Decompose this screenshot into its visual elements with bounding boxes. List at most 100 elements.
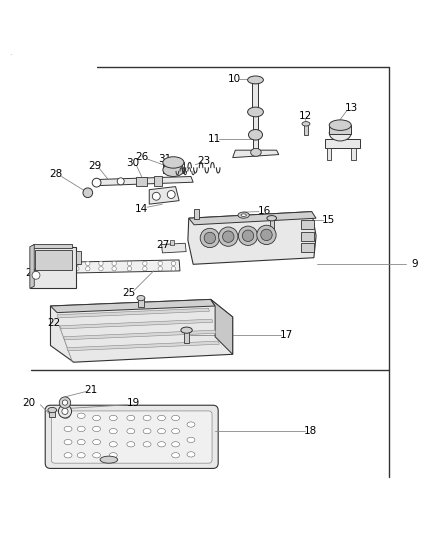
Ellipse shape <box>171 442 179 447</box>
Text: 22: 22 <box>47 318 60 328</box>
Circle shape <box>222 231 233 243</box>
Circle shape <box>142 261 147 265</box>
Ellipse shape <box>187 452 194 457</box>
Polygon shape <box>149 187 179 204</box>
Ellipse shape <box>187 422 194 427</box>
Bar <box>170 240 173 245</box>
Circle shape <box>112 261 116 265</box>
Circle shape <box>260 229 272 240</box>
Text: 13: 13 <box>344 102 357 112</box>
Circle shape <box>238 226 257 245</box>
Bar <box>269 218 273 230</box>
Ellipse shape <box>100 456 117 463</box>
Text: 18: 18 <box>304 426 317 436</box>
Circle shape <box>62 408 68 415</box>
Bar <box>350 148 355 160</box>
Text: 26: 26 <box>135 152 148 161</box>
Text: 15: 15 <box>321 215 334 225</box>
Bar <box>300 232 313 240</box>
Text: 23: 23 <box>197 156 210 166</box>
Ellipse shape <box>92 453 100 458</box>
Ellipse shape <box>328 125 350 141</box>
Text: 21: 21 <box>84 385 97 395</box>
Text: •: • <box>10 54 12 58</box>
FancyBboxPatch shape <box>45 405 218 469</box>
Ellipse shape <box>109 429 117 434</box>
Polygon shape <box>30 245 34 288</box>
Bar <box>252 84 258 112</box>
Ellipse shape <box>64 453 72 458</box>
Bar <box>136 176 147 186</box>
Text: 25: 25 <box>122 288 135 298</box>
Text: 11: 11 <box>207 134 220 144</box>
Ellipse shape <box>92 440 100 445</box>
Circle shape <box>167 191 175 198</box>
Ellipse shape <box>62 413 70 418</box>
Polygon shape <box>232 150 278 158</box>
Ellipse shape <box>157 442 165 447</box>
Polygon shape <box>324 139 359 148</box>
Bar <box>35 250 72 270</box>
Ellipse shape <box>127 442 134 447</box>
Ellipse shape <box>143 442 151 447</box>
Ellipse shape <box>127 429 134 434</box>
Ellipse shape <box>328 120 350 131</box>
Circle shape <box>127 261 131 265</box>
Ellipse shape <box>157 429 165 434</box>
Polygon shape <box>50 300 215 312</box>
Bar <box>49 410 55 417</box>
Polygon shape <box>57 308 209 318</box>
Polygon shape <box>188 212 315 225</box>
Bar <box>326 148 331 160</box>
Ellipse shape <box>48 407 57 413</box>
Circle shape <box>99 266 103 271</box>
Circle shape <box>158 266 162 271</box>
Circle shape <box>256 225 276 245</box>
Ellipse shape <box>143 429 151 434</box>
Polygon shape <box>64 330 215 340</box>
Ellipse shape <box>250 148 261 156</box>
Bar <box>76 251 81 264</box>
Text: 17: 17 <box>279 329 293 340</box>
Text: 29: 29 <box>88 160 101 171</box>
Ellipse shape <box>127 415 134 421</box>
Circle shape <box>85 266 90 271</box>
Ellipse shape <box>301 122 309 126</box>
Circle shape <box>242 230 253 241</box>
Ellipse shape <box>162 157 184 168</box>
Ellipse shape <box>171 453 179 458</box>
Circle shape <box>127 266 131 271</box>
Bar <box>300 221 313 229</box>
Ellipse shape <box>64 426 72 432</box>
Circle shape <box>99 261 103 265</box>
Ellipse shape <box>248 130 262 140</box>
Circle shape <box>204 232 215 244</box>
Ellipse shape <box>109 415 117 421</box>
Circle shape <box>200 228 219 248</box>
Bar <box>30 247 76 288</box>
Circle shape <box>74 261 79 265</box>
Bar <box>162 163 184 173</box>
Bar <box>184 330 188 343</box>
FancyBboxPatch shape <box>51 411 212 463</box>
Circle shape <box>152 192 160 200</box>
Circle shape <box>32 271 40 279</box>
Ellipse shape <box>240 214 246 216</box>
Bar <box>138 298 143 307</box>
Circle shape <box>62 400 67 405</box>
Text: 14: 14 <box>134 204 148 214</box>
Polygon shape <box>67 341 219 351</box>
Circle shape <box>85 261 90 265</box>
Ellipse shape <box>109 453 117 458</box>
Ellipse shape <box>92 426 100 432</box>
Ellipse shape <box>171 429 179 434</box>
Bar <box>33 244 72 248</box>
Text: 20: 20 <box>22 398 35 408</box>
Ellipse shape <box>143 415 151 421</box>
Circle shape <box>59 397 71 408</box>
Bar <box>300 243 313 252</box>
Ellipse shape <box>171 415 179 421</box>
Circle shape <box>117 178 124 185</box>
Ellipse shape <box>237 212 249 218</box>
Text: 24: 24 <box>25 268 39 278</box>
